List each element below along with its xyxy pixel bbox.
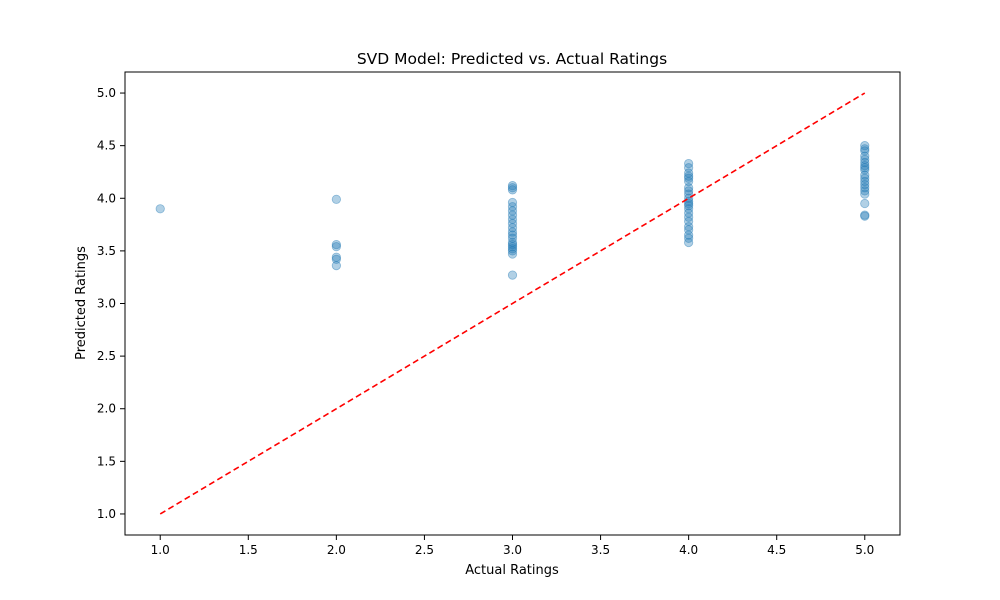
data-point xyxy=(331,194,341,204)
y-tick-label: 2.0 xyxy=(97,402,116,416)
y-tick-label: 1.0 xyxy=(97,507,116,521)
data-point xyxy=(684,230,694,240)
plot-area xyxy=(155,92,870,515)
x-tick-label: 3.0 xyxy=(503,543,522,557)
data-point xyxy=(507,223,518,233)
x-tick-label: 4.0 xyxy=(679,543,698,557)
data-point xyxy=(684,201,694,211)
chart-title: SVD Model: Predicted vs. Actual Ratings xyxy=(357,50,667,68)
data-point xyxy=(507,249,518,259)
data-point xyxy=(860,198,870,209)
data-point xyxy=(684,225,694,235)
data-point xyxy=(507,185,518,195)
data-point xyxy=(684,163,694,173)
data-point xyxy=(860,157,870,168)
data-point xyxy=(684,222,694,232)
data-point xyxy=(860,161,870,171)
data-point xyxy=(684,158,694,169)
x-tick-label: 1.5 xyxy=(239,543,258,557)
data-point xyxy=(860,146,870,156)
data-point xyxy=(684,212,694,222)
data-point xyxy=(684,198,694,209)
data-point xyxy=(860,173,870,183)
data-point xyxy=(331,242,341,252)
data-point xyxy=(684,204,694,214)
data-point xyxy=(860,176,870,187)
data-point xyxy=(331,252,341,262)
data-point xyxy=(507,214,518,224)
y-tick-label: 3.5 xyxy=(97,244,116,258)
data-point xyxy=(155,204,165,214)
data-point xyxy=(331,254,341,264)
data-point xyxy=(860,141,870,151)
x-tick-label: 3.5 xyxy=(591,543,610,557)
data-point xyxy=(860,170,870,180)
data-point xyxy=(507,246,518,256)
data-point xyxy=(331,261,341,271)
data-point xyxy=(684,216,694,227)
data-point xyxy=(860,154,870,164)
data-point xyxy=(684,171,694,181)
data-point xyxy=(507,242,518,252)
data-point xyxy=(860,151,870,161)
data-point xyxy=(684,176,694,187)
y-tick-label: 5.0 xyxy=(97,86,116,100)
data-point xyxy=(507,197,518,208)
y-tick-label: 4.5 xyxy=(97,139,116,153)
data-point xyxy=(860,210,870,220)
data-point xyxy=(684,208,694,218)
data-point xyxy=(507,218,518,229)
data-point xyxy=(860,179,870,190)
data-point xyxy=(684,186,694,196)
x-axis: 1.0 1.5 2.0 2.5 3.0 3.5 4.0 4.5 5.0 xyxy=(151,535,874,557)
data-point xyxy=(507,210,518,220)
data-point xyxy=(331,239,341,250)
data-point xyxy=(684,237,694,248)
reference-line xyxy=(159,92,866,515)
data-point xyxy=(507,183,518,193)
data-point xyxy=(507,227,518,237)
data-point xyxy=(860,186,870,196)
data-point xyxy=(507,230,518,240)
x-axis-label: Actual Ratings xyxy=(465,563,559,578)
x-tick-label: 1.0 xyxy=(151,543,170,557)
data-point xyxy=(507,237,518,248)
data-point xyxy=(684,168,694,178)
x-tick-label: 2.5 xyxy=(415,543,434,557)
data-point xyxy=(507,244,518,254)
data-point xyxy=(507,202,518,212)
data-point xyxy=(684,183,694,193)
data-point xyxy=(860,189,870,199)
x-tick-label: 4.5 xyxy=(767,543,786,557)
x-tick-label: 5.0 xyxy=(855,543,874,557)
data-point xyxy=(860,183,870,193)
y-axis-label: Predicted Ratings xyxy=(74,246,89,360)
data-point xyxy=(507,206,518,216)
y-tick-label: 4.0 xyxy=(97,191,116,205)
data-point xyxy=(860,211,870,221)
data-point xyxy=(507,181,518,191)
y-axis: 1.0 1.5 2.0 2.5 3.0 3.5 4.0 4.5 5.0 xyxy=(97,86,125,521)
y-tick-label: 1.5 xyxy=(97,454,116,468)
y-tick-label: 3.0 xyxy=(97,297,116,311)
data-point xyxy=(507,270,518,280)
x-tick-label: 2.0 xyxy=(327,543,346,557)
data-point xyxy=(860,165,870,175)
y-tick-label: 2.5 xyxy=(97,349,116,363)
data-point xyxy=(507,239,518,250)
data-point xyxy=(860,163,870,173)
data-point xyxy=(860,144,870,154)
data-point xyxy=(684,233,694,243)
data-point xyxy=(684,173,694,183)
data-point xyxy=(507,233,518,243)
